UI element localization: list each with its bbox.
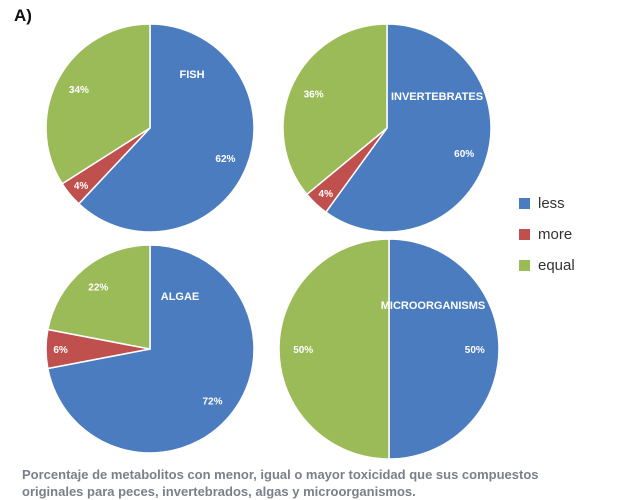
data-label-equal: 36% — [304, 89, 324, 100]
legend-item-less: less — [519, 188, 575, 219]
pie-invertebrates: 60% 4% 36% INVERTEBRATES — [282, 23, 492, 233]
panel-label: A) — [14, 6, 32, 25]
pie-slice-equal — [46, 244, 151, 350]
data-label-less: 72% — [202, 397, 222, 408]
legend-item-equal: equal — [519, 250, 575, 281]
pie-slice-equal — [45, 23, 151, 185]
data-label-equal: 50% — [293, 345, 313, 356]
data-label-more: 6% — [53, 345, 68, 356]
caption-line-1: Porcentaje de metabolitos con menor, igu… — [22, 467, 539, 482]
legend-label-equal: equal — [538, 257, 575, 274]
legend-label-less: less — [538, 195, 565, 212]
legend-item-more: more — [519, 219, 575, 250]
pie-slice-less — [324, 23, 492, 233]
data-label-less: 60% — [454, 149, 474, 160]
caption-line-2: originales para peces, invertebrados, al… — [22, 484, 416, 499]
legend: less more equal — [519, 188, 575, 281]
pie-slice-equal — [278, 238, 390, 460]
pie-title: MICROORGANISMS — [381, 300, 486, 312]
legend-swatch-less — [519, 198, 530, 209]
pie-fish: 62% 4% 34% FISH — [45, 23, 255, 233]
pie-charts: 62% 4% 34% FISH 60% 4% 36% INVERTEBRATES 72% 6% 22… — [45, 23, 500, 460]
legend-swatch-equal — [519, 260, 530, 271]
pie-title: ALGAE — [161, 291, 200, 303]
figure-caption: Porcentaje de metabolitos con menor, igu… — [22, 466, 612, 500]
pie-slice-less — [77, 23, 255, 233]
pie-title: FISH — [179, 69, 204, 81]
pie-slice-less — [388, 238, 500, 460]
data-label-more: 4% — [319, 189, 334, 200]
pie-slice-equal — [282, 23, 388, 196]
data-label-more: 4% — [74, 181, 89, 192]
pie-microorganisms: 50% 50% MICROORGANISMS — [278, 238, 500, 460]
pie-slice-less — [46, 244, 255, 454]
data-label-equal: 34% — [69, 85, 89, 96]
pie-title: INVERTEBRATES — [391, 91, 483, 103]
legend-label-more: more — [538, 226, 573, 243]
pie-algae: 72% 6% 22% ALGAE — [45, 244, 255, 454]
data-label-less: 62% — [215, 154, 235, 165]
data-label-equal: 22% — [88, 282, 108, 293]
data-label-less: 50% — [465, 345, 485, 356]
legend-swatch-more — [519, 229, 530, 240]
